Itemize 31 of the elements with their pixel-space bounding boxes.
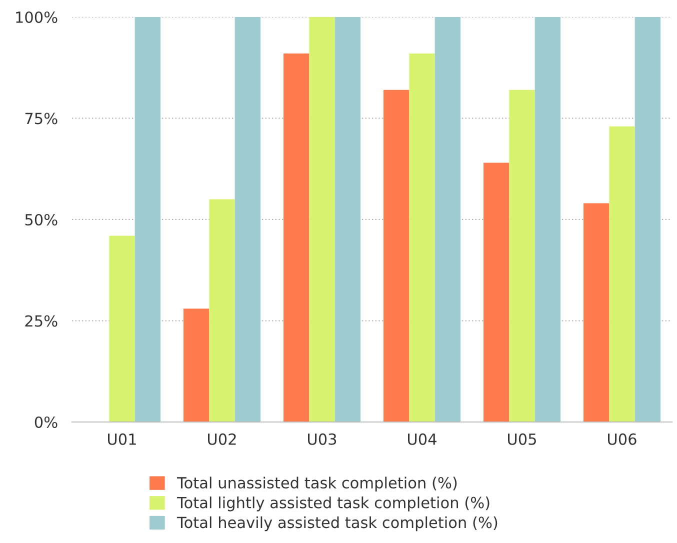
- bar: [409, 53, 435, 422]
- bar: [484, 162, 510, 422]
- bar: [584, 203, 610, 422]
- bar: [234, 17, 260, 422]
- legend-label: Total unassisted task completion (%): [177, 476, 457, 492]
- x-tick-label: U01: [108, 433, 136, 445]
- y-tick-label: 0%: [34, 416, 58, 428]
- bar: [309, 17, 335, 422]
- bar: [509, 90, 535, 422]
- bar: [209, 199, 235, 422]
- x-tick-label: U03: [308, 433, 336, 445]
- bar: [109, 236, 135, 422]
- bar: [534, 17, 560, 422]
- bar: [609, 126, 635, 422]
- y-tick-label: 25%: [25, 315, 58, 327]
- y-tick-label: 50%: [25, 214, 58, 226]
- legend-label: Total heavily assisted task completion (%): [177, 516, 498, 532]
- y-tick-label: 75%: [25, 112, 58, 124]
- bar: [334, 17, 360, 422]
- y-tick-label: 100%: [16, 11, 58, 24]
- bar: [634, 17, 660, 422]
- x-tick-label: U04: [408, 433, 436, 445]
- bar: [134, 17, 160, 422]
- x-tick-label: U05: [508, 433, 536, 445]
- bar: [434, 17, 460, 422]
- legend-label: Total lightly assisted task completion (%): [177, 496, 490, 512]
- bar: [384, 90, 410, 422]
- bar: [184, 308, 210, 422]
- x-tick-label: U02: [208, 433, 236, 445]
- bar: [284, 53, 310, 422]
- x-tick-label: U06: [608, 433, 636, 445]
